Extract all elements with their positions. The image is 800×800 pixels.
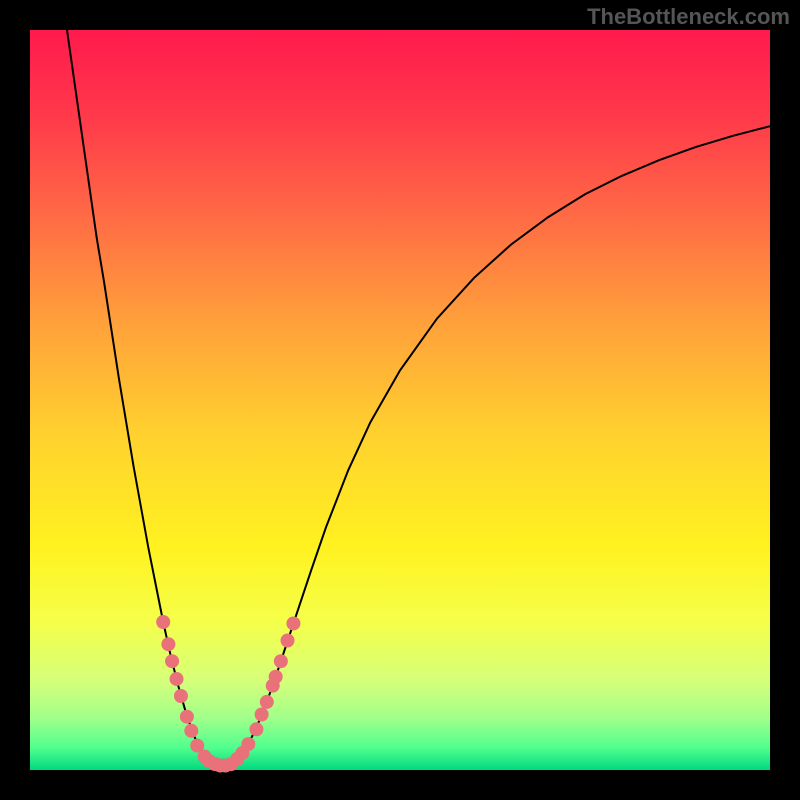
plot-background-gradient xyxy=(30,30,770,770)
data-marker xyxy=(161,637,175,651)
data-marker xyxy=(286,616,300,630)
data-marker xyxy=(165,654,179,668)
data-marker xyxy=(170,672,184,686)
bottleneck-chart xyxy=(0,0,800,800)
data-marker xyxy=(180,710,194,724)
data-marker xyxy=(255,708,269,722)
data-marker xyxy=(249,722,263,736)
data-marker xyxy=(174,689,188,703)
data-marker xyxy=(241,737,255,751)
data-marker xyxy=(269,670,283,684)
data-marker xyxy=(184,724,198,738)
data-marker xyxy=(274,654,288,668)
data-marker xyxy=(281,634,295,648)
watermark-text: TheBottleneck.com xyxy=(587,4,790,30)
chart-container: TheBottleneck.com xyxy=(0,0,800,800)
data-marker xyxy=(156,615,170,629)
data-marker xyxy=(260,695,274,709)
